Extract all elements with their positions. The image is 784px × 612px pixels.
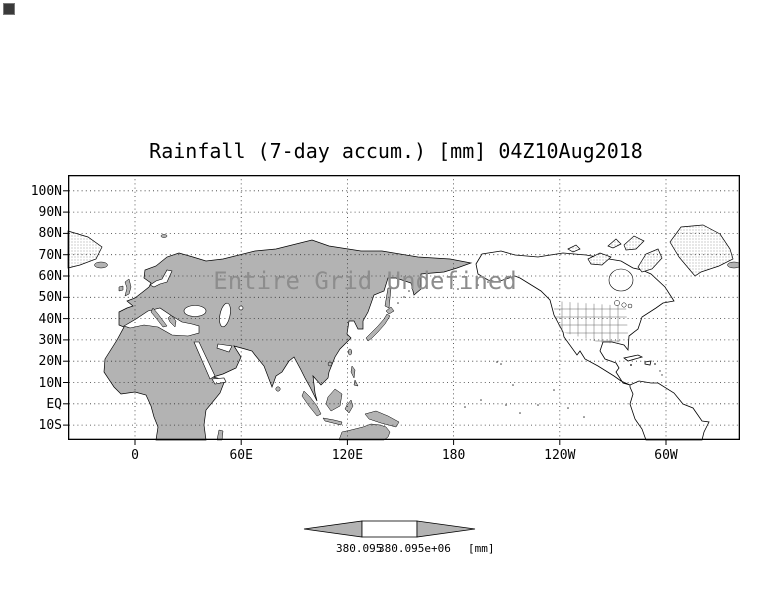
red-sea	[193, 341, 216, 380]
x-axis-label: 120W	[544, 448, 576, 463]
great-lake-3	[627, 303, 633, 309]
great-lake-1	[614, 300, 620, 306]
screen-corner-artifact	[3, 3, 15, 15]
greece	[167, 314, 177, 328]
x-axis-label: 60E	[229, 448, 253, 463]
pacific-island	[553, 389, 555, 391]
aleutian-island	[467, 287, 469, 289]
great-lake-2	[621, 302, 627, 308]
banks-island	[607, 238, 622, 249]
pacific-island	[512, 384, 514, 386]
jamaica	[630, 364, 632, 366]
antilles-2	[661, 374, 663, 376]
arctic-lands	[67, 224, 734, 277]
philippines-mindanao	[353, 379, 359, 387]
gulf-of-aden	[211, 377, 227, 385]
y-axis-label: 80N	[38, 226, 62, 242]
persian-gulf	[216, 343, 233, 353]
pacific-island	[583, 416, 585, 418]
y-axis-label: 30N	[38, 332, 62, 348]
kuril-island	[403, 296, 405, 298]
pacific-island	[567, 407, 569, 409]
pacific-island	[505, 404, 507, 406]
pacific-island	[480, 399, 482, 401]
iceland-left	[94, 261, 108, 269]
y-axis-label: 60N	[38, 269, 62, 284]
great-britain	[124, 278, 132, 297]
world-map-plot	[63, 175, 740, 445]
colorbar-label-right: 380.095e+06	[378, 542, 451, 555]
y-axis-label: 50N	[38, 290, 62, 306]
colorbar-right-arrow	[416, 520, 476, 538]
aleutian-island	[457, 288, 459, 290]
status-text: Entire Grid Undefined	[213, 267, 517, 295]
iceland-right	[727, 261, 740, 269]
y-axis-label: 20N	[38, 354, 62, 370]
x-axis-label: 60W	[654, 448, 678, 463]
latlon-gridlines	[63, 175, 739, 445]
java	[322, 417, 343, 426]
hokkaido	[385, 306, 395, 315]
puerto-rico	[654, 363, 656, 365]
colorbar-middle-segment	[361, 520, 418, 538]
taiwan	[347, 348, 353, 356]
black-sea	[183, 305, 207, 317]
colorbar-label-left: 380.095	[336, 542, 383, 555]
aleutian-island	[477, 284, 479, 286]
baltic-sea	[149, 269, 173, 288]
pacific-island	[519, 412, 521, 414]
baffin-island	[637, 248, 663, 273]
aleutian-island	[487, 281, 489, 283]
sulawesi	[344, 399, 354, 414]
y-axis-label: 90N	[38, 205, 62, 221]
y-axis-label: 10S	[38, 418, 62, 434]
americas	[475, 250, 710, 441]
sumatra	[301, 390, 322, 417]
x-axis-label: 0	[131, 448, 139, 463]
y-axis-label: 100N	[30, 183, 62, 199]
italy	[150, 307, 168, 328]
greenland	[669, 224, 734, 277]
hispaniola	[644, 360, 652, 366]
south-america	[629, 380, 710, 441]
hainan	[327, 361, 333, 367]
ireland	[118, 285, 124, 292]
colorbar-unit-label: [mm]	[468, 542, 495, 555]
japan	[365, 313, 391, 342]
victoria-island	[587, 252, 612, 266]
cuba	[623, 354, 644, 362]
pacific-island	[537, 404, 539, 406]
x-axis-label: 120E	[331, 448, 364, 463]
y-axis-label: 70N	[38, 247, 62, 263]
y-axis-label: EQ	[46, 396, 62, 412]
colorbar-left-arrow	[303, 520, 363, 538]
hawaii-1	[496, 361, 498, 363]
philippines-luzon	[350, 365, 356, 379]
y-axis-label: 10N	[38, 375, 62, 391]
ellesmere-island	[623, 235, 645, 251]
svalbard	[160, 234, 168, 238]
kuril-island	[408, 290, 410, 292]
antilles-1	[659, 370, 661, 372]
y-axis-label: 40N	[38, 311, 62, 327]
sri-lanka	[275, 386, 281, 392]
hawaii-2	[500, 363, 502, 365]
new-guinea	[364, 410, 400, 428]
ocean-islands	[397, 281, 585, 418]
plot-border	[67, 175, 740, 441]
pacific-island	[464, 406, 466, 408]
x-axis-label: 180	[441, 448, 466, 463]
sakhalin	[384, 287, 392, 309]
arctic-islet	[567, 244, 581, 253]
kuril-island	[397, 302, 399, 304]
page-title: Rainfall (7-day accum.) [mm] 04Z10Aug201…	[149, 139, 643, 163]
colorbar	[303, 520, 476, 538]
hudson-bay	[608, 268, 634, 292]
shaded-islands	[94, 234, 740, 441]
caspian-sea	[219, 302, 231, 328]
